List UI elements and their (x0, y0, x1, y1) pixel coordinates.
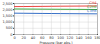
svg-text:40: 40 (31, 36, 35, 40)
svg-text:0: 0 (10, 33, 12, 37)
svg-text:0: 0 (13, 36, 15, 40)
svg-text:140: 140 (76, 36, 83, 40)
svg-text:CH4: CH4 (89, 1, 97, 6)
svg-text:1,500: 1,500 (2, 14, 12, 18)
svg-text:2,000: 2,000 (2, 8, 12, 12)
svg-text:20: 20 (21, 36, 25, 40)
svg-text:500: 500 (6, 26, 13, 30)
svg-text:100: 100 (57, 36, 64, 40)
svg-text:2,500: 2,500 (2, 2, 12, 6)
svg-text:120: 120 (66, 36, 73, 40)
svg-text:160: 160 (85, 36, 92, 40)
svg-text:80: 80 (49, 36, 53, 40)
svg-text:C3H8: C3H8 (87, 9, 97, 13)
svg-text:1,000: 1,000 (2, 20, 12, 24)
svg-text:C2H6: C2H6 (87, 4, 97, 9)
svg-text:180: 180 (94, 36, 100, 40)
svg-text:60: 60 (40, 36, 44, 40)
svg-text:Pressure (bar abs.): Pressure (bar abs.) (39, 41, 73, 44)
